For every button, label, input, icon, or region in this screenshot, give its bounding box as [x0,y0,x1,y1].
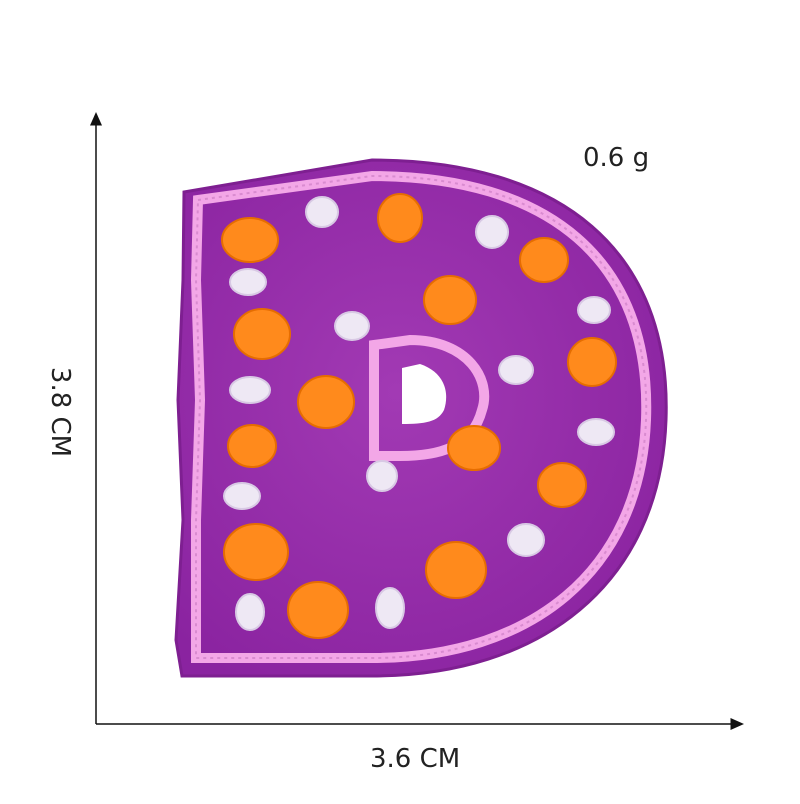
orange-embroidered-dots [221,193,617,639]
letter-d-patch [174,158,668,678]
height-label: 3.8 CM [45,366,75,458]
inner-letter-d [369,334,490,461]
white-embroidered-dots [223,196,615,631]
weight-label: 0.6 g [583,143,650,173]
width-label: 3.6 CM [370,744,461,774]
